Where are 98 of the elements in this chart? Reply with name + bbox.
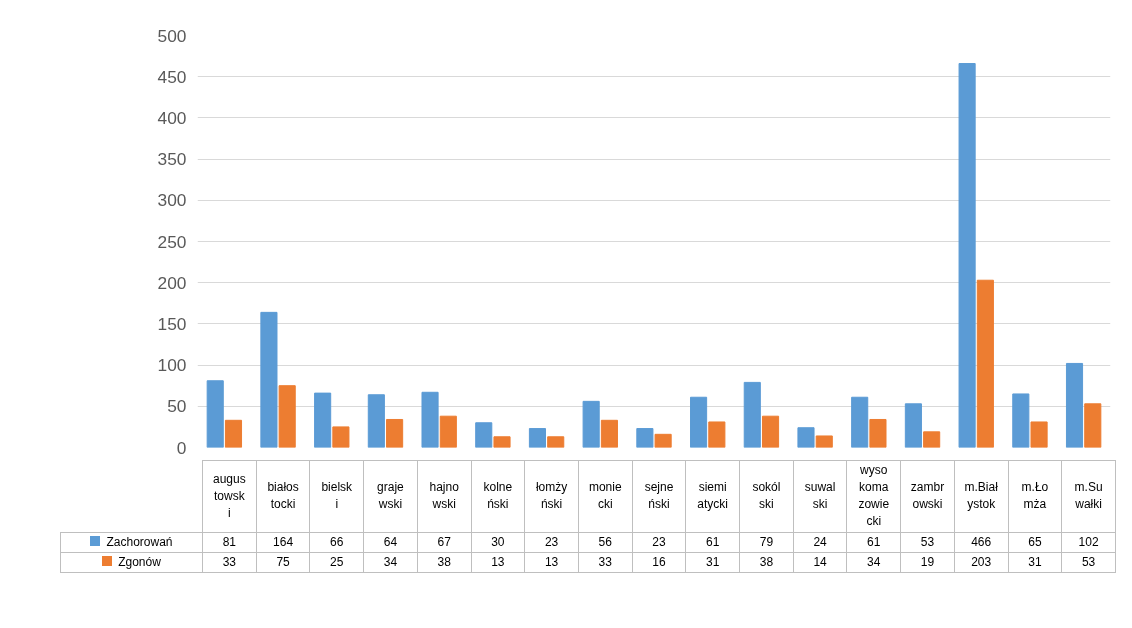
y-tick-label: 50 [167, 396, 187, 417]
x-tick-label: bielski [309, 460, 364, 533]
bar [260, 311, 278, 448]
data-label: 203 [954, 552, 1009, 573]
data-label: 61 [846, 532, 901, 553]
data-label: 34 [846, 552, 901, 573]
bar [923, 431, 941, 448]
bar [367, 394, 385, 448]
data-label: 65 [1008, 532, 1062, 553]
bar [869, 418, 887, 448]
bar [1030, 421, 1048, 448]
bar [743, 381, 761, 448]
legend-label: Zachorowań [60, 532, 203, 553]
data-label: 67 [417, 532, 472, 553]
bar [851, 396, 869, 448]
y-tick-label: 150 [157, 313, 187, 334]
bar [224, 419, 243, 448]
data-label: 19 [900, 552, 955, 573]
bar [797, 427, 815, 448]
y-tick-label: 250 [157, 231, 187, 252]
y-tick-label: 350 [157, 149, 187, 170]
y-tick-label: 500 [157, 25, 187, 46]
x-tick-label: białostocki [256, 460, 310, 533]
bar [708, 421, 726, 448]
bar [636, 428, 654, 448]
data-label: 33 [578, 552, 633, 573]
data-label: 34 [363, 552, 418, 573]
bar [582, 400, 600, 448]
data-label: 13 [471, 552, 525, 573]
data-label: 16 [632, 552, 686, 573]
data-label: 33 [202, 552, 257, 573]
data-label: 64 [363, 532, 418, 553]
data-label: 14 [793, 552, 847, 573]
x-tick-label: siemiatycki [685, 460, 740, 533]
y-tick-label: 300 [157, 190, 187, 211]
data-label: 23 [632, 532, 686, 553]
x-tick-label: augustowski [202, 460, 257, 533]
bar [1084, 403, 1102, 448]
x-tick-label: m.Łomża [1008, 460, 1062, 533]
bar [958, 63, 976, 448]
data-label: 30 [471, 532, 525, 553]
bar [761, 415, 780, 448]
y-tick-label: 100 [157, 355, 187, 376]
data-label: 75 [256, 552, 310, 573]
x-tick-label: suwalski [793, 460, 847, 533]
bar [815, 435, 833, 448]
bar [278, 385, 296, 448]
bar [600, 419, 618, 448]
x-tick-label: kolneński [471, 460, 525, 533]
data-label: 66 [309, 532, 364, 553]
bar [421, 391, 439, 448]
bar [654, 433, 672, 448]
bar [547, 436, 565, 448]
data-label: 61 [685, 532, 740, 553]
bar [314, 392, 332, 448]
data-label: 56 [578, 532, 633, 553]
x-tick-label: m.Suwałki [1061, 460, 1116, 533]
bar [206, 380, 224, 448]
x-tick-label: sejneński [632, 460, 686, 533]
data-label: 81 [202, 532, 257, 553]
bar [386, 418, 404, 448]
y-tick-label: 450 [157, 66, 187, 87]
bar [904, 403, 922, 448]
data-label: 79 [739, 532, 794, 553]
data-label: 24 [793, 532, 847, 553]
bar [976, 279, 994, 448]
bar [1065, 362, 1084, 448]
data-label: 53 [1061, 552, 1116, 573]
y-tick-label: 200 [157, 272, 187, 293]
x-tick-label: moniecki [578, 460, 633, 533]
y-tick-label: 0 [176, 437, 187, 458]
data-label: 23 [524, 532, 579, 553]
bar [528, 428, 547, 448]
data-label: 164 [256, 532, 310, 553]
data-label: 31 [685, 552, 740, 573]
y-tick-label: 400 [157, 107, 187, 128]
legend-label: Zgonów [60, 552, 203, 573]
data-label: 102 [1061, 532, 1116, 553]
bar [493, 436, 511, 448]
data-label: 31 [1008, 552, 1062, 573]
data-label: 38 [739, 552, 794, 573]
data-label: 38 [417, 552, 472, 573]
bar [690, 396, 708, 448]
bar [439, 415, 457, 448]
x-tick-label: wysokomazowiecki [846, 460, 901, 533]
data-label: 466 [954, 532, 1009, 553]
bar [332, 426, 350, 448]
x-tick-label: sokólski [739, 460, 794, 533]
bar [1012, 393, 1030, 448]
x-tick-label: łomżyński [524, 460, 579, 533]
x-tick-label: grajewski [363, 460, 418, 533]
data-label: 53 [900, 532, 955, 553]
x-tick-label: hajnowski [417, 460, 472, 533]
data-label: 25 [309, 552, 364, 573]
bar [475, 422, 493, 448]
data-label: 13 [524, 552, 579, 573]
x-tick-label: m.Białystok [954, 460, 1009, 533]
x-tick-label: zambrowski [900, 460, 955, 533]
